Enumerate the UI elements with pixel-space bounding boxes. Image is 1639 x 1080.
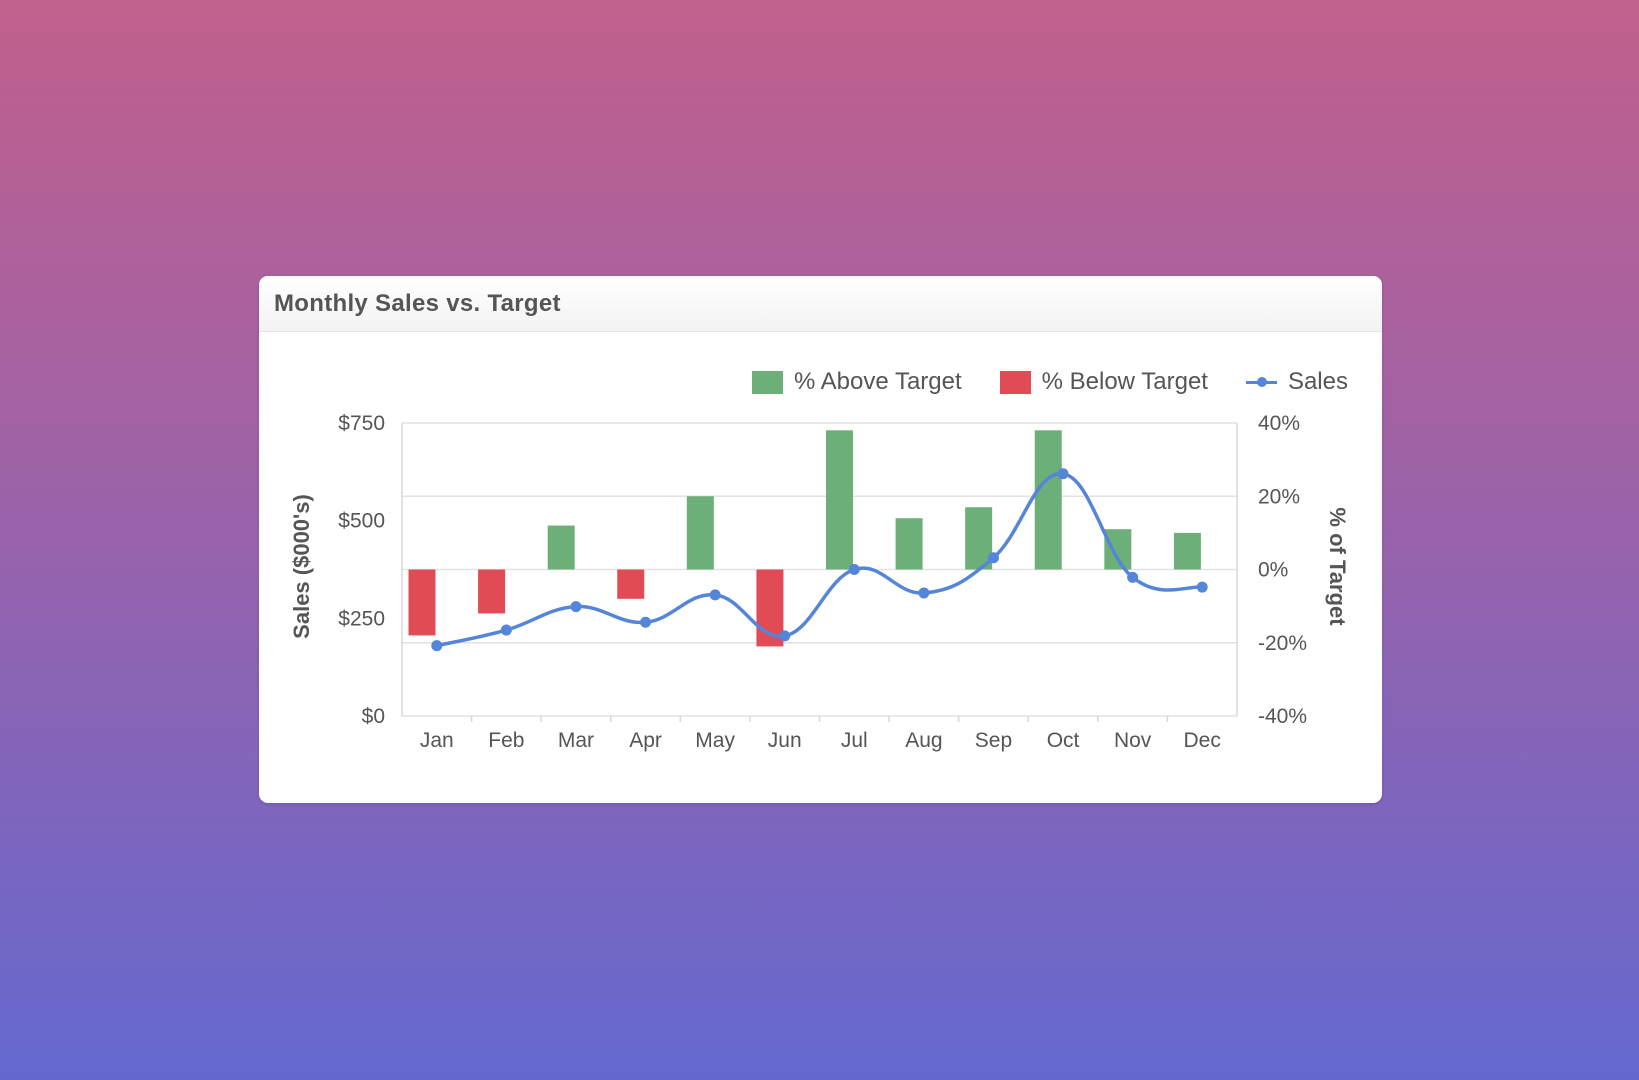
sales-point [1196,581,1208,593]
y-tick-label: $0 [362,705,385,728]
y-axis-title: Sales ($000's) [289,494,314,639]
x-tick-label: Jun [768,729,802,752]
sales-point [918,587,930,599]
legend-label: % Above Target [793,368,962,395]
below-target-bar [617,569,645,599]
below-target-bar [408,569,436,636]
green-square-icon [751,370,783,394]
above-target-bar [965,507,993,570]
y2-tick-label: 0% [1258,559,1288,582]
chart-title: Monthly Sales vs. Target [274,289,561,317]
sales-point [1127,571,1139,583]
sales-point [779,630,791,642]
card-header: Monthly Sales vs. Target [259,276,1382,332]
above-target-bar [1173,532,1201,570]
y2-tick-label: 20% [1258,485,1300,508]
above-target-bar [895,518,923,570]
x-tick-label: Sep [975,729,1012,752]
y-tick-label: $250 [338,607,385,630]
above-target-bar [1034,430,1062,570]
sales-point [570,601,582,613]
above-target-bar [686,496,714,570]
legend-item-sales[interactable]: Sales [1245,368,1348,396]
y2-tick-label: 40% [1258,412,1300,435]
above-target-bar [1104,529,1132,570]
y2-axis-title: % of Target [1325,507,1350,626]
legend-item-below-target[interactable]: % Below Target [999,368,1208,396]
legend-item-above-target[interactable]: % Above Target [751,368,962,396]
x-tick-label: Feb [488,729,524,752]
sales-point [848,564,860,575]
x-tick-label: Nov [1114,729,1152,752]
x-tick-label: Jan [420,729,454,752]
below-target-bar [478,569,506,614]
sales-point [640,616,652,628]
x-tick-label: Dec [1184,729,1221,752]
line-marker-icon [1245,376,1277,387]
legend-label: % Below Target [1041,368,1208,395]
chart-plot: -40% -20% 0% 20% 40% $0 $250 $500 $750 Jan Feb Mar A… [289,412,1350,752]
red-square-icon [999,370,1031,394]
x-tick-label: May [695,729,735,752]
x-tick-label: Apr [629,729,662,752]
sales-point [987,552,999,564]
x-tick-label: Oct [1047,729,1080,752]
sales-point [431,640,443,652]
above-target-bar [826,430,853,570]
y-tick-label: $750 [338,412,385,435]
sales-point [500,624,512,636]
y2-tick-label: -20% [1258,632,1307,655]
above-target-bar [547,525,575,570]
x-tick-label: Jul [841,729,868,752]
y2-tick-label: -40% [1258,705,1307,728]
chart-card: Monthly Sales vs. Target -40% -20% 0% 20% 40… [259,276,1382,803]
legend-label: Sales [1287,368,1348,395]
x-tick-label: Mar [558,729,594,752]
chart-legend: % Above Target % Below Target Sales [714,368,1348,396]
y-tick-label: $500 [338,510,385,533]
sales-point [709,589,721,601]
x-tick-label: Aug [905,729,942,752]
sales-point [1057,468,1069,480]
